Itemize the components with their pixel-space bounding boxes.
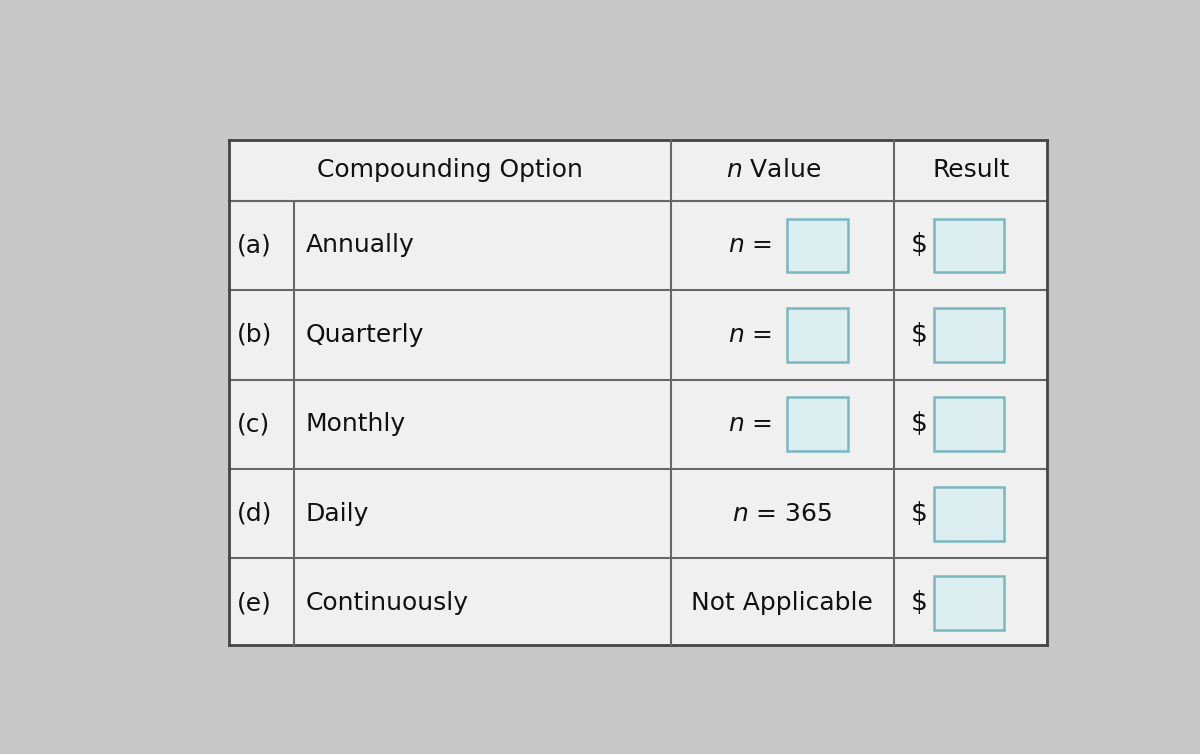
Bar <box>787 308 847 362</box>
Text: $: $ <box>911 322 928 348</box>
Text: (d): (d) <box>236 501 272 526</box>
Text: (b): (b) <box>236 323 272 347</box>
Text: $: $ <box>911 501 928 527</box>
Bar <box>934 219 1003 272</box>
Text: $\mathbf{\mathit{n}}$ =: $\mathbf{\mathit{n}}$ = <box>728 323 772 347</box>
Text: (e): (e) <box>236 591 271 615</box>
Text: $\mathbf{\mathit{n}}$ = 365: $\mathbf{\mathit{n}}$ = 365 <box>732 501 833 526</box>
Text: $: $ <box>911 232 928 259</box>
Text: Result: Result <box>932 158 1009 182</box>
Text: Daily: Daily <box>305 501 368 526</box>
Text: Compounding Option: Compounding Option <box>317 158 583 182</box>
Text: Not Applicable: Not Applicable <box>691 591 874 615</box>
Bar <box>787 219 847 272</box>
Bar <box>934 308 1003 362</box>
Bar <box>229 139 1048 645</box>
Text: $: $ <box>911 412 928 437</box>
Text: Annually: Annually <box>305 234 414 258</box>
Text: Continuously: Continuously <box>305 591 468 615</box>
Text: (c): (c) <box>236 412 270 437</box>
Text: (a): (a) <box>236 234 271 258</box>
Text: $\mathbf{\mathit{n}}$ =: $\mathbf{\mathit{n}}$ = <box>728 412 772 437</box>
Text: Monthly: Monthly <box>305 412 406 437</box>
Bar <box>934 576 1003 630</box>
Text: $\mathbf{\mathit{n}}$ Value: $\mathbf{\mathit{n}}$ Value <box>726 158 821 182</box>
Text: Quarterly: Quarterly <box>305 323 424 347</box>
Bar <box>934 487 1003 541</box>
Text: $\mathbf{\mathit{n}}$ =: $\mathbf{\mathit{n}}$ = <box>728 234 772 258</box>
Bar <box>787 397 847 451</box>
Bar <box>934 397 1003 451</box>
Text: $: $ <box>911 590 928 616</box>
